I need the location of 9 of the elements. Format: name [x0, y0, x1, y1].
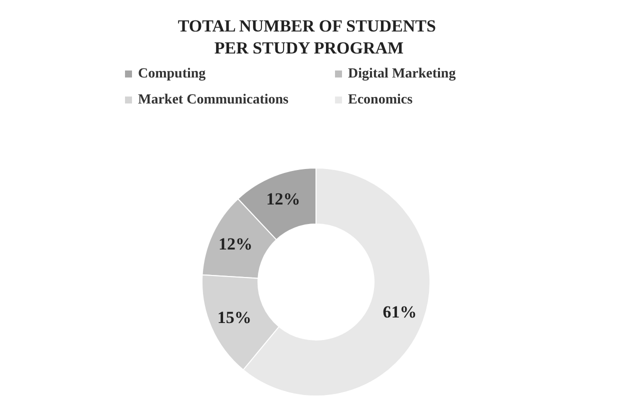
legend-label: Economics: [348, 92, 414, 108]
legend-label: Digital Marketing: [348, 66, 456, 82]
legend-label: Computing: [138, 66, 206, 82]
data-label: 12%: [218, 234, 252, 254]
data-label: 15%: [217, 308, 252, 327]
data-label: 12%: [266, 190, 300, 209]
chart-title: TOTAL NUMBER OF STUDENTS PER STUDY PROGRAM: [178, 16, 440, 58]
legend-label: Market Communications: [138, 92, 290, 108]
data-label: 61%: [382, 302, 417, 322]
